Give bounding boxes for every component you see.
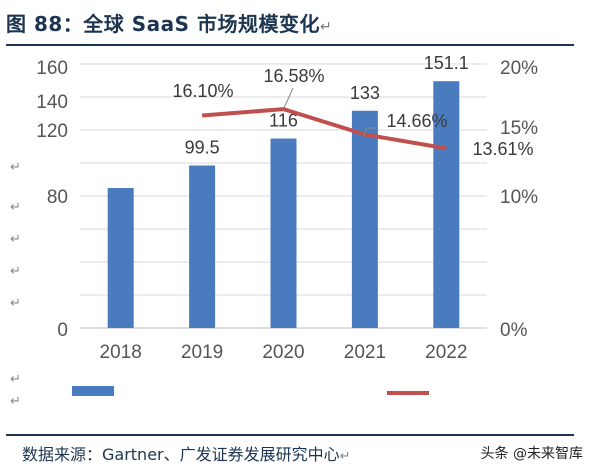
x-axis-tick-label: 2018 xyxy=(100,342,142,363)
bar-value-label: 116 xyxy=(269,111,298,131)
line-value-label: 16.58% xyxy=(263,66,324,86)
bar xyxy=(270,138,297,328)
return-mark: ↵ xyxy=(10,160,21,175)
source-note: 数据来源：Gartner、广发证券发展研究中心↵ xyxy=(22,441,351,465)
title-rule xyxy=(6,44,574,46)
left-axis-tick-label: 120 xyxy=(36,121,68,142)
bar-value-label: 99.5 xyxy=(185,137,220,157)
line-value-label: 14.66% xyxy=(386,111,447,131)
right-axis-tick-label: 0% xyxy=(500,320,528,341)
bar-value-label: 133 xyxy=(350,83,380,103)
bar-value-label: 151.1 xyxy=(424,53,469,73)
line-value-label: 13.61% xyxy=(472,139,533,159)
left-axis-tick-label: 0 xyxy=(57,320,68,341)
x-axis-tick-label: 2021 xyxy=(344,342,386,363)
footer-rule xyxy=(6,434,574,436)
left-axis-tick-label: 80 xyxy=(47,187,68,208)
label-leader-line xyxy=(283,87,294,109)
figure-title-text: 图 88：全球 SaaS 市场规模变化 xyxy=(6,12,321,36)
right-axis-tick-label: 20% xyxy=(500,58,538,79)
line-value-label: 16.10% xyxy=(172,81,233,101)
return-mark: ↵ xyxy=(10,296,21,311)
bar xyxy=(189,165,216,328)
right-axis-tick-label: 10% xyxy=(500,187,538,208)
source-text: 数据来源：Gartner、广发证券发展研究中心 xyxy=(22,445,340,464)
left-axis-tick-label: 160 xyxy=(36,58,68,79)
return-mark: ↵ xyxy=(10,200,21,215)
return-mark: ↵ xyxy=(10,394,21,409)
x-axis-tick-label: 2019 xyxy=(181,342,223,363)
chart: 160 140 120 80 0 20% 15% 10% 0% 99.5 116 133 151.1 16… xyxy=(36,53,538,363)
label-leader-line xyxy=(363,127,376,137)
bar xyxy=(351,110,378,329)
legend-swatch-line xyxy=(387,391,429,395)
right-axis-tick-label: 15% xyxy=(500,118,538,139)
x-axis-tick-label: 2020 xyxy=(262,342,304,363)
return-mark: ↵ xyxy=(10,264,21,279)
left-axis-tick-label: 140 xyxy=(36,92,68,113)
return-mark: ↵ xyxy=(10,372,21,387)
return-mark: ↵ xyxy=(320,19,333,35)
return-mark: ↵ xyxy=(10,232,21,247)
x-axis-tick-label: 2022 xyxy=(425,342,467,363)
return-mark: ↵ xyxy=(339,449,351,464)
legend-swatch-bar xyxy=(72,386,114,396)
bar xyxy=(433,81,460,328)
line-series xyxy=(201,107,447,151)
figure-title: 图 88：全球 SaaS 市场规模变化↵ xyxy=(6,8,332,37)
bar xyxy=(107,188,134,328)
watermark: 头条 @未来智库 xyxy=(480,446,583,462)
